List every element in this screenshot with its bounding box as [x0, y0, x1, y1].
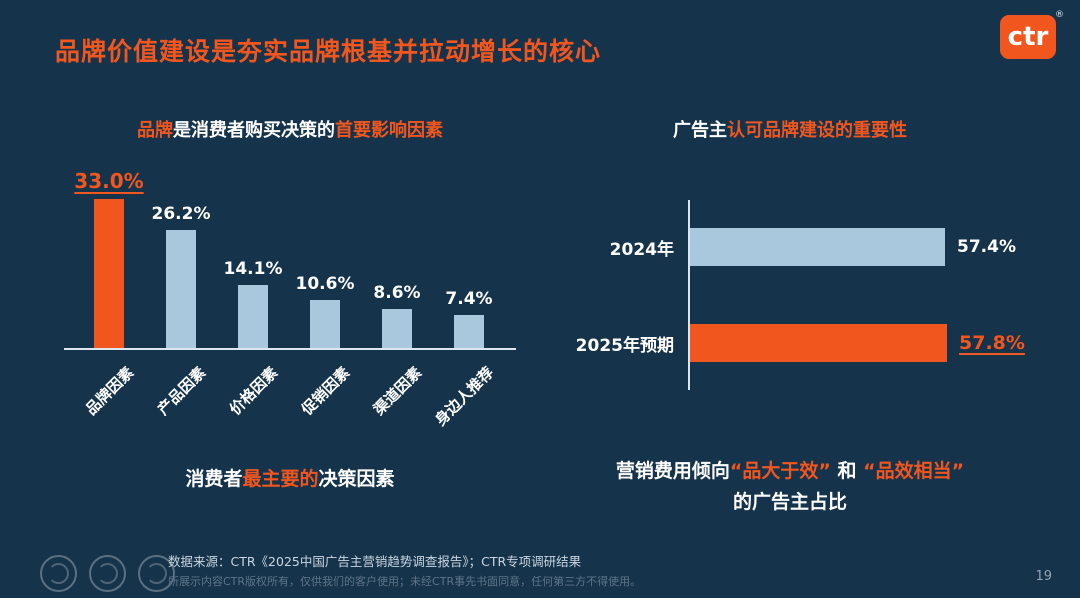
category-label: 渠道因素 [369, 363, 426, 419]
copyright-disclaimer-text: 所展示内容CTR版权所有，仅供我们的客户使用；未经CTR事先书面同意，任何第三方… [168, 575, 642, 588]
bar-column-促销因素: 10.6% [289, 274, 361, 348]
hbar-value-label: 57.8% [959, 332, 1025, 354]
hbar-2024年 [690, 228, 945, 266]
caption-segment: “品效相当” [863, 460, 965, 482]
hbar-value-label: 57.4% [957, 237, 1016, 257]
caption-segment: 最主要的 [242, 468, 319, 490]
caption-line-2: 的广告主占比 [732, 491, 847, 514]
page-title: 品牌价值建设是夯实品牌根基并拉动增长的核心 [55, 37, 602, 66]
slide-header: 品牌价值建设是夯实品牌根基并拉动增长的核心 [0, 0, 1080, 68]
y-axis-line [688, 200, 690, 390]
bar-身边人推荐 [454, 315, 484, 348]
bar-value-label: 14.1% [223, 259, 283, 279]
bar-渠道因素 [382, 309, 412, 348]
left-chart-panel: 品牌是消费者购买决策的首要影响因素 33.0% 26.2% 14.1% 10.6% 8.… [40, 116, 540, 519]
category-cell: 促销因素 [289, 350, 361, 450]
caption-segment: 和 [830, 460, 864, 482]
bar-value-label: 10.6% [295, 274, 355, 294]
bars-row: 33.0% 26.2% 14.1% 10.6% 8.6% 7.4% [64, 169, 516, 350]
bar-value-label: 7.4% [445, 289, 493, 309]
page-number: 19 [1035, 569, 1052, 584]
left-chart-title: 品牌是消费者购买决策的首要影响因素 [40, 116, 540, 142]
category-cell: 渠道因素 [361, 350, 433, 450]
title-segment: 是消费者购买决策的 [173, 120, 335, 141]
hbar-row: 2025年预期 57.8% [560, 324, 1040, 362]
category-label: 品牌因素 [81, 363, 138, 419]
registered-trademark-icon: ® [1055, 10, 1064, 20]
left-chart-caption: 消费者最主要的决策因素 [40, 464, 540, 491]
caption-segment: 营销费用倾向 [615, 460, 730, 482]
right-chart-caption: 营销费用倾向“品大于效” 和 “品效相当” 的广告主占比 [540, 456, 1040, 519]
hbar-category-label: 2024年 [609, 239, 674, 260]
bar-value-label: 33.0% [74, 169, 144, 193]
horizontal-bar-chart: 2024年 57.4% 2025年预期 57.8% [560, 200, 1040, 390]
category-cell: 品牌因素 [73, 350, 145, 450]
bar-产品因素 [166, 230, 196, 348]
vertical-bar-chart: 33.0% 26.2% 14.1% 10.6% 8.6% 7.4% 品牌因素 产品因素 价格因… [40, 169, 540, 450]
bar-column-身边人推荐: 7.4% [433, 289, 505, 348]
content-columns: 品牌是消费者购买决策的首要影响因素 33.0% 26.2% 14.1% 10.6% 8.… [0, 116, 1080, 519]
title-segment: 广告主 [673, 120, 727, 141]
category-cell: 产品因素 [145, 350, 217, 450]
title-segment: 认可品牌建设的重要性 [727, 120, 907, 141]
category-label: 产品因素 [153, 363, 210, 419]
certification-logos [40, 555, 175, 592]
bar-价格因素 [238, 285, 268, 348]
certification-logo-icon [89, 555, 126, 592]
bar-column-价格因素: 14.1% [217, 259, 289, 348]
hbar-2025年预期 [690, 324, 947, 362]
right-chart-panel: 广告主认可品牌建设的重要性 2024年 57.4% 2025年预期 57.8% 营销费… [540, 116, 1040, 519]
title-segment: 首要影响因素 [335, 120, 443, 141]
hbar-row: 2024年 57.4% [560, 228, 1040, 266]
right-chart-title: 广告主认可品牌建设的重要性 [540, 116, 1040, 142]
certification-logo-icon [40, 555, 77, 592]
caption-line-1: 营销费用倾向“品大于效” 和 “品效相当” [540, 456, 1040, 487]
category-cell: 价格因素 [217, 350, 289, 450]
bar-value-label: 8.6% [373, 283, 421, 303]
category-cell: 身边人推荐 [431, 350, 505, 450]
caption-segment: 决策因素 [318, 468, 395, 490]
certification-logo-icon [138, 555, 175, 592]
category-labels-row: 品牌因素 产品因素 价格因素 促销因素 渠道因素 身边人推荐 [64, 350, 516, 450]
data-source-text: 数据来源：CTR《2025中国广告主营销趋势调查报告》；CTR专项调研结果 [168, 554, 582, 569]
caption-segment: 消费者 [185, 468, 243, 490]
bar-促销因素 [310, 300, 340, 348]
title-segment: 品牌 [137, 120, 173, 141]
bar-品牌因素 [94, 199, 124, 348]
bar-value-label: 26.2% [151, 204, 211, 224]
category-label: 促销因素 [297, 363, 354, 419]
ctr-logo: ctr ® [1000, 10, 1064, 61]
bar-column-渠道因素: 8.6% [361, 283, 433, 348]
category-label: 身边人推荐 [431, 363, 498, 430]
category-label: 价格因素 [225, 363, 282, 419]
hbar-category-label: 2025年预期 [575, 335, 674, 356]
caption-segment: “品大于效” [729, 460, 831, 482]
ctr-logo-text: ctr [1007, 22, 1049, 52]
bar-column-产品因素: 26.2% [145, 204, 217, 348]
ctr-logo-box: ctr [1000, 15, 1056, 59]
hbar-rows: 2024年 57.4% 2025年预期 57.8% [560, 228, 1040, 362]
bar-column-品牌因素: 33.0% [73, 169, 145, 348]
